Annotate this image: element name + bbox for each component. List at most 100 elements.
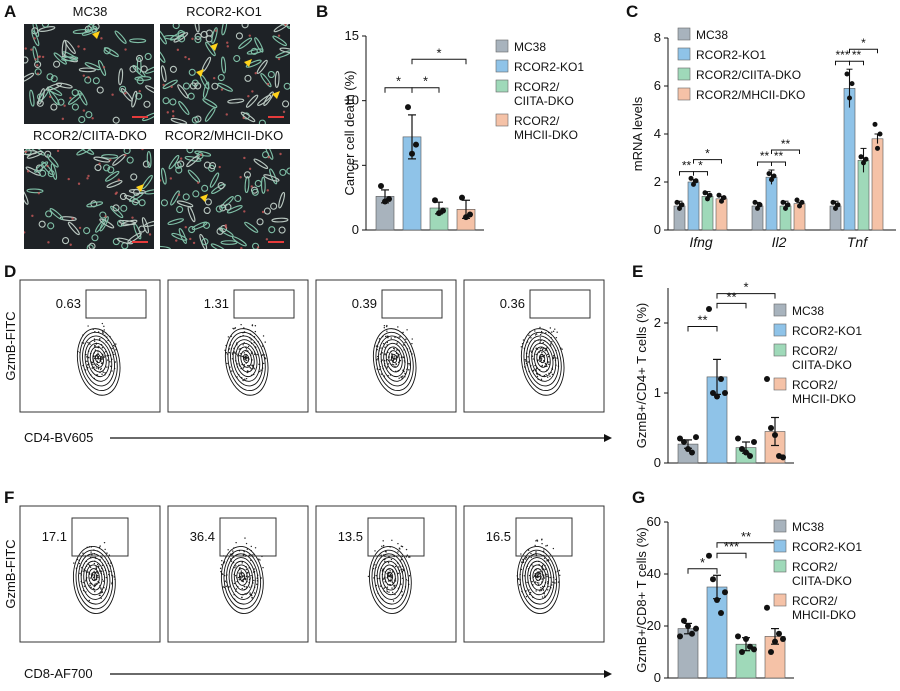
event-dot [97, 368, 100, 370]
y-tick-label: 0 [654, 222, 661, 237]
event-dot [93, 575, 96, 577]
legend-swatch [495, 59, 509, 73]
cell [172, 24, 180, 30]
legend-label: RCOR2/ [792, 560, 838, 574]
event-dot [538, 582, 540, 584]
cell [269, 168, 278, 185]
cell [177, 160, 185, 168]
cell [192, 190, 200, 198]
event-dot [539, 570, 541, 573]
contour [72, 546, 116, 614]
contour [92, 350, 104, 368]
event-dot [247, 345, 250, 348]
red-dot [48, 95, 52, 99]
data-point [413, 141, 419, 148]
event-dot [396, 349, 398, 351]
event-dot [106, 366, 108, 368]
gate [71, 517, 129, 557]
contour [520, 328, 565, 396]
data-point [844, 71, 850, 77]
event-dot [240, 573, 243, 575]
micrograph-mc38 [24, 24, 154, 124]
bar [871, 138, 884, 231]
cell [141, 174, 153, 190]
red-dot [104, 215, 107, 218]
red-dot [199, 153, 203, 157]
cell [53, 52, 67, 65]
cell [144, 65, 154, 74]
event-dot [555, 336, 558, 339]
contour [242, 353, 250, 364]
red-dot [218, 165, 221, 169]
cell [85, 111, 93, 119]
event-dot [525, 556, 528, 559]
data-point [467, 211, 473, 218]
event-dot [543, 577, 546, 579]
data-point [702, 190, 708, 196]
red-dot [69, 243, 72, 246]
event-dot [520, 568, 523, 571]
cell [45, 210, 53, 218]
cell [200, 30, 208, 39]
cell [162, 79, 178, 90]
event-dot [106, 355, 108, 357]
event-dot [107, 359, 109, 361]
legend-label: CIITA-DKO [514, 94, 574, 108]
gate [233, 289, 295, 319]
event-dot [244, 378, 246, 380]
event-dot [231, 352, 234, 354]
event-dot [85, 353, 87, 356]
event-dot [225, 352, 228, 354]
data-point [677, 633, 683, 640]
contour [374, 553, 407, 605]
data-point [764, 376, 770, 382]
data-point [797, 203, 802, 209]
red-dot [279, 152, 282, 156]
event-dot [411, 342, 413, 345]
cell [220, 196, 234, 209]
data-point [743, 449, 749, 456]
event-dot [382, 544, 385, 547]
cell [107, 166, 115, 174]
data-point [835, 202, 841, 208]
red-dot [46, 164, 49, 168]
red-dot [179, 157, 183, 160]
event-dot [221, 560, 223, 562]
event-dot [552, 581, 554, 583]
event-dot [540, 347, 543, 349]
contour [531, 342, 554, 378]
gate [219, 517, 277, 557]
event-dot [95, 367, 98, 369]
event-dot [539, 326, 541, 329]
event-dot [541, 564, 544, 567]
red-dot [24, 47, 27, 50]
event-dot [85, 570, 87, 572]
y-tick-label: 15 [345, 28, 359, 43]
event-dot [406, 329, 408, 331]
contour [527, 560, 550, 596]
data-point [691, 181, 696, 187]
event-dot [89, 566, 92, 568]
event-dot [549, 576, 551, 579]
event-dot [535, 581, 537, 583]
event-dot [222, 573, 224, 576]
gate-percentage: 0.63 [56, 296, 81, 311]
red-dot [102, 65, 106, 69]
panel-letter-c: C [626, 2, 639, 21]
contour [90, 571, 98, 582]
cell [45, 82, 62, 91]
red-dot [26, 170, 30, 173]
cell [129, 38, 147, 44]
event-dot [535, 576, 538, 578]
red-dot [277, 34, 281, 37]
event-dot [402, 331, 404, 334]
event-dot [527, 549, 530, 551]
event-dot [226, 362, 228, 365]
red-dot [266, 82, 270, 86]
legend-label: MC38 [514, 40, 546, 54]
cell [202, 98, 218, 108]
event-dot [245, 355, 247, 357]
event-dot [222, 586, 224, 588]
cell [119, 192, 127, 201]
event-dot [102, 331, 104, 334]
